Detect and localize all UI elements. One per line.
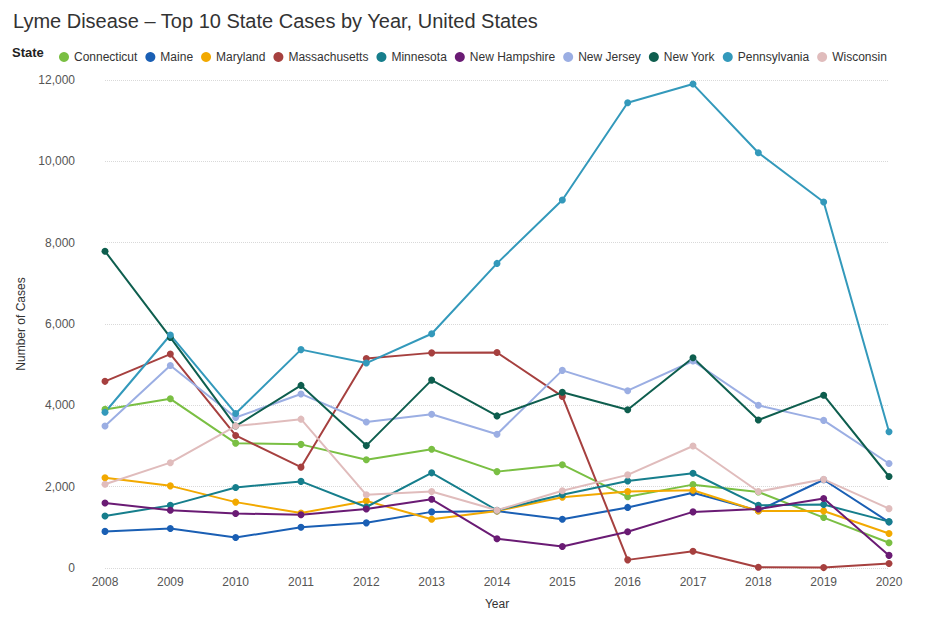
svg-text:10,000: 10,000 xyxy=(38,154,75,168)
svg-text:2012: 2012 xyxy=(353,575,380,589)
svg-text:2014: 2014 xyxy=(484,575,511,589)
svg-text:12,000: 12,000 xyxy=(38,73,75,87)
svg-text:2009: 2009 xyxy=(157,575,184,589)
svg-text:2016: 2016 xyxy=(614,575,641,589)
svg-text:2019: 2019 xyxy=(810,575,837,589)
svg-text:New York: New York xyxy=(664,50,716,64)
svg-text:2008: 2008 xyxy=(92,575,119,589)
svg-text:Minnesota: Minnesota xyxy=(391,50,447,64)
svg-text:2013: 2013 xyxy=(418,575,445,589)
svg-text:8,000: 8,000 xyxy=(45,236,75,250)
svg-text:Number of Cases: Number of Cases xyxy=(14,277,28,370)
svg-text:Massachusetts: Massachusetts xyxy=(288,50,368,64)
svg-text:Maine: Maine xyxy=(160,50,193,64)
svg-text:New Jersey: New Jersey xyxy=(578,50,641,64)
svg-text:2011: 2011 xyxy=(288,575,314,589)
svg-text:State: State xyxy=(12,45,44,60)
svg-text:Maryland: Maryland xyxy=(216,50,265,64)
svg-text:Lyme Disease – Top 10 State Ca: Lyme Disease – Top 10 State Cases by Yea… xyxy=(13,10,538,32)
svg-text:2017: 2017 xyxy=(680,575,707,589)
svg-text:Year: Year xyxy=(485,597,509,611)
svg-text:2020: 2020 xyxy=(876,575,903,589)
svg-text:Pennsylvania: Pennsylvania xyxy=(738,50,810,64)
svg-text:6,000: 6,000 xyxy=(45,317,75,331)
svg-text:2010: 2010 xyxy=(222,575,249,589)
svg-text:0: 0 xyxy=(68,561,75,575)
svg-text:4,000: 4,000 xyxy=(45,398,75,412)
svg-text:2,000: 2,000 xyxy=(45,480,75,494)
svg-text:2018: 2018 xyxy=(745,575,772,589)
svg-text:Wisconsin: Wisconsin xyxy=(832,50,887,64)
svg-text:2015: 2015 xyxy=(549,575,576,589)
svg-text:New Hampshire: New Hampshire xyxy=(470,50,556,64)
svg-text:Connecticut: Connecticut xyxy=(74,50,138,64)
